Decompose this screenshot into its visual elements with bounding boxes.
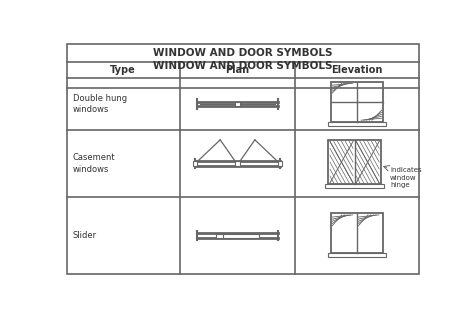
Bar xyxy=(216,234,252,238)
Bar xyxy=(235,161,240,166)
Text: Elevation: Elevation xyxy=(331,65,383,75)
Text: Type: Type xyxy=(110,65,136,75)
Text: WINDOW AND DOOR SYMBOLS: WINDOW AND DOOR SYMBOLS xyxy=(153,61,333,71)
Bar xyxy=(278,161,282,166)
Bar xyxy=(328,140,381,185)
Text: WINDOW AND DOOR SYMBOLS: WINDOW AND DOOR SYMBOLS xyxy=(153,48,333,58)
Bar xyxy=(235,102,240,106)
Bar xyxy=(328,122,386,126)
Bar xyxy=(325,185,384,188)
Text: Double hung
windows: Double hung windows xyxy=(73,94,127,114)
Bar xyxy=(331,82,383,122)
Bar xyxy=(331,213,383,253)
Text: Slider: Slider xyxy=(73,231,97,240)
Text: indicates
window
hinge: indicates window hinge xyxy=(390,167,421,188)
Bar xyxy=(223,234,259,238)
Bar xyxy=(193,161,198,166)
Bar xyxy=(328,253,386,257)
Text: Casement
windows: Casement windows xyxy=(73,153,115,174)
Text: Plan: Plan xyxy=(226,65,250,75)
